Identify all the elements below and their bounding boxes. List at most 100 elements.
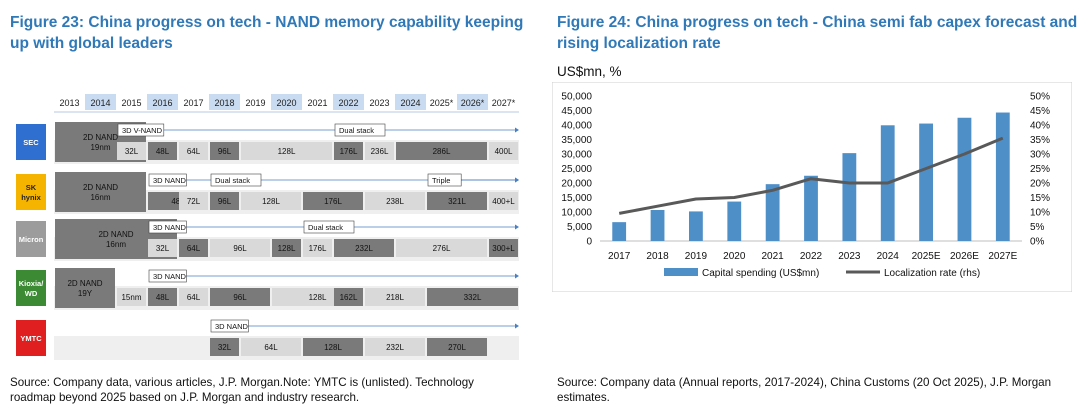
y2-tick-label: 45%: [1030, 106, 1050, 117]
arrow-label: Dual stack: [215, 176, 250, 185]
x-tick-label: 2023: [838, 251, 861, 262]
year-header-cell: [302, 94, 333, 110]
year-header-label: 2025*: [430, 98, 454, 108]
milestone-label: 2D NAND: [98, 230, 133, 239]
year-header-cell: [271, 94, 302, 110]
arrow-label-box: [303, 220, 355, 234]
figure-24-title-line2: rising localization rate: [557, 35, 721, 52]
y-tick-label: 0: [586, 237, 592, 248]
milestone-block: [210, 338, 239, 356]
milestone-block: [148, 142, 177, 160]
company-label: hynix: [21, 193, 41, 202]
milestone-label: 96L: [233, 293, 247, 302]
year-header-cell: [147, 94, 178, 110]
company-label-box: [16, 320, 46, 356]
year-header-label: 2013: [59, 98, 79, 108]
company-label-box: [16, 174, 46, 210]
year-header-cell: [116, 94, 147, 110]
milestone-label: 32L: [125, 147, 139, 156]
milestone-label: 2D NAND: [83, 183, 118, 192]
y-tick-label: 50,000: [561, 92, 592, 103]
x-tick-label: 2024: [877, 251, 900, 262]
x-tick-label: 2021: [762, 251, 785, 262]
capex-bar: [804, 175, 818, 241]
milestone-label: 400+L: [492, 197, 515, 206]
legend-bar-label: Capital spending (US$mn): [702, 268, 819, 279]
year-header-label: 2021: [307, 98, 327, 108]
milestone-label: 96L: [233, 244, 247, 253]
year-header-label: 2015: [121, 98, 141, 108]
milestone-label: 218L: [386, 293, 404, 302]
arrow-label-box: [148, 269, 187, 283]
company-label-box: [16, 270, 46, 306]
milestone-block: [148, 288, 177, 306]
milestone-block: [303, 338, 363, 356]
milestone-block: [148, 239, 177, 257]
y-tick-label: 5,000: [567, 222, 592, 233]
arrow-label-box: [427, 173, 462, 187]
arrow-label-box: [148, 220, 187, 234]
milestone-label: 96L: [218, 147, 232, 156]
figure-23-source-line2: roadmap beyond 2025 based on J.P. Morgan…: [10, 391, 360, 404]
milestone-label: 332L: [464, 293, 482, 302]
figure-24-title-line1: Figure 24: China progress on tech - Chin…: [557, 14, 1078, 31]
milestone-label: 321L: [448, 197, 466, 206]
milestone-block: [489, 239, 518, 257]
milestone-label: 270L: [448, 343, 466, 352]
milestone-label: 238L: [386, 197, 404, 206]
milestone-label: 15nm: [121, 293, 141, 302]
milestone-label: 128L: [278, 147, 296, 156]
milestone-block: [117, 142, 146, 160]
arrow-label-box: [210, 319, 249, 333]
x-tick-label: 2025E: [912, 251, 941, 262]
milestone-label: 48L: [156, 293, 170, 302]
year-header-label: 2024: [400, 98, 420, 108]
company-label: WD: [25, 289, 38, 298]
y2-tick-label: 20%: [1030, 179, 1050, 190]
arrow-label: Dual stack: [339, 126, 374, 135]
milestone-block: [334, 239, 394, 257]
legend-line-label: Localization rate (rhs): [884, 268, 980, 279]
capex-bar: [957, 117, 972, 241]
year-header-cell: [54, 94, 85, 110]
y2-tick-label: 40%: [1030, 121, 1050, 132]
milestone-label: 64L: [187, 293, 201, 302]
milestone-label: 232L: [355, 244, 373, 253]
milestone-label: 286L: [433, 147, 451, 156]
arrow-label-box: [210, 173, 262, 187]
milestone-label: 400L: [495, 147, 513, 156]
milestone-label: 2D NAND: [67, 279, 102, 288]
milestone-label: 64L: [187, 244, 201, 253]
milestone-block: [489, 142, 518, 160]
arrow-label-box: [117, 123, 165, 137]
milestone-block: [179, 239, 208, 257]
company-row: YMTC 32L 64L 128L 232L 270L 3D NAND: [16, 319, 519, 360]
company-label: Kioxia/: [19, 279, 45, 288]
y2-tick-label: 25%: [1030, 164, 1050, 175]
capex-bar: [650, 209, 665, 241]
arrow-label: 3D NAND: [153, 272, 187, 281]
capex-bar: [765, 184, 780, 241]
nand-roadmap-panel: 2013 2014 2015 2016 2017 2018 2019 2020 2021 2022…: [8, 90, 520, 364]
milestone-label: 236L: [371, 147, 389, 156]
milestone-label: 16nm: [106, 240, 126, 249]
milestone-block: [272, 239, 301, 257]
y2-tick-label: 35%: [1030, 135, 1050, 146]
year-header-label: 2019: [245, 98, 265, 108]
milestone-block: [427, 192, 487, 210]
company-label: Micron: [19, 235, 44, 244]
figure-24-source: Source: Company data (Annual reports, 20…: [557, 375, 1051, 405]
milestone-label: 162L: [340, 293, 358, 302]
y2-tick-label: 30%: [1030, 150, 1050, 161]
milestone-block: [427, 288, 518, 306]
milestone-block: [365, 192, 425, 210]
milestone-label: 2D NAND: [83, 133, 118, 142]
year-header-label: 2023: [369, 98, 389, 108]
units-label: US$mn, %: [557, 64, 622, 79]
milestone-label: 276L: [433, 244, 451, 253]
timeline-arrow-head: [515, 273, 519, 279]
year-header-label: 2016: [152, 98, 172, 108]
company-label-box: [16, 221, 46, 257]
arrow-label-box: [148, 173, 187, 187]
